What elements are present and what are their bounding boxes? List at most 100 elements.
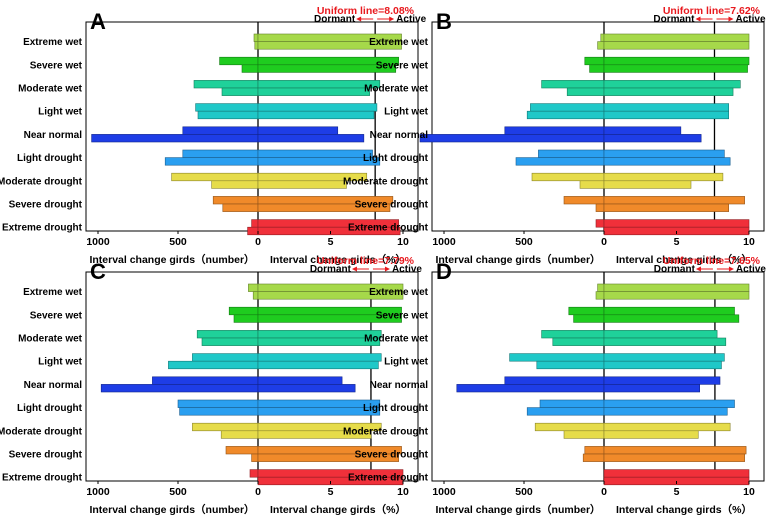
bar-active-pct xyxy=(603,430,699,439)
bar-dormant-count xyxy=(538,149,605,158)
bar-dormant-count xyxy=(219,56,259,66)
bar-active-count xyxy=(211,180,259,189)
bar-dormant-pct xyxy=(257,399,381,408)
bar-dormant-pct xyxy=(603,56,750,66)
tick-label-pct: 0 xyxy=(255,486,261,498)
panel-letter: C xyxy=(90,259,106,284)
active-arrowhead xyxy=(384,266,390,272)
bar-active-count xyxy=(582,453,605,462)
bar-active-count xyxy=(168,360,259,370)
tick-label-count: 1000 xyxy=(432,486,456,498)
bar-active-count xyxy=(197,110,259,120)
category-label: Severe drought xyxy=(355,450,429,461)
x-axis-title-count: Interval change girds（number） xyxy=(435,503,600,516)
bar-dormant-count xyxy=(152,376,259,385)
bar-dormant-count xyxy=(193,80,259,89)
bar-dormant-pct xyxy=(603,469,750,478)
x-axis-title-pct: Interval change girds（%） xyxy=(270,503,406,516)
bar-active-count xyxy=(233,314,259,323)
bar-dormant-count xyxy=(212,196,259,205)
tick-label-pct: 0 xyxy=(601,486,607,498)
bar-dormant-pct xyxy=(603,446,747,455)
category-label: Extreme drought xyxy=(2,223,83,234)
bar-active-pct xyxy=(257,180,347,189)
bar-active-count xyxy=(589,64,605,73)
bar-active-count xyxy=(91,134,259,143)
tick-label-count: 500 xyxy=(515,236,533,248)
bar-active-count xyxy=(597,41,605,50)
bar-active-count xyxy=(179,407,259,416)
bar-active-pct xyxy=(257,384,356,393)
bar-active-pct xyxy=(603,87,734,96)
bar-active-pct xyxy=(257,64,397,73)
bar-dormant-count xyxy=(251,219,259,228)
bar-dormant-count xyxy=(534,422,605,432)
bar-active-count xyxy=(573,314,605,323)
x-axis-title-count: Interval change girds（number） xyxy=(89,503,254,516)
bar-active-pct xyxy=(603,64,748,73)
bar-active-count xyxy=(595,291,605,300)
tick-label-pct: 10 xyxy=(743,236,755,248)
bar-dormant-pct xyxy=(603,283,750,292)
bar-dormant-count xyxy=(248,283,259,292)
dormant-arrowhead xyxy=(695,266,701,272)
tick-label-pct: 10 xyxy=(397,486,409,498)
bar-active-pct xyxy=(257,453,399,462)
tick-label-count: 500 xyxy=(169,486,187,498)
bar-active-count xyxy=(595,203,605,212)
panel-A: A Uniform line=8.08%Dormant Active Extreme … xyxy=(0,5,427,266)
bar-dormant-count xyxy=(177,399,259,408)
panel-C: C Uniform line=7.79%Dormant Active Extreme … xyxy=(0,255,422,516)
bar-dormant-pct xyxy=(257,353,382,362)
tick-label-count: 500 xyxy=(515,486,533,498)
bar-dormant-count xyxy=(253,33,259,42)
dormant-label: Dormant xyxy=(653,14,695,25)
category-label: Severe wet xyxy=(376,60,429,71)
tick-label-pct: 0 xyxy=(255,236,261,248)
bar-dormant-count xyxy=(228,306,259,316)
bar-active-pct xyxy=(257,337,381,346)
bar-dormant-count xyxy=(249,469,259,478)
bar-dormant-pct xyxy=(603,219,750,228)
category-label: Moderate wet xyxy=(364,334,429,345)
tick-label-count: 1000 xyxy=(432,236,456,248)
bar-dormant-pct xyxy=(603,149,725,158)
bar-active-pct xyxy=(603,203,729,212)
bar-active-pct xyxy=(257,314,402,323)
bar-dormant-pct xyxy=(603,422,731,432)
bar-dormant-pct xyxy=(603,172,724,182)
bar-active-pct xyxy=(603,41,750,50)
panel-letter: A xyxy=(90,9,106,34)
bar-dormant-pct xyxy=(603,196,745,205)
bar-dormant-pct xyxy=(603,353,725,362)
bar-dormant-pct xyxy=(603,376,721,385)
panel-frame xyxy=(431,271,765,482)
bar-active-pct xyxy=(257,291,404,300)
bar-active-pct xyxy=(603,157,731,166)
panel-letter: D xyxy=(436,259,452,284)
dormant-arrowhead xyxy=(351,266,357,272)
bar-active-pct xyxy=(603,291,750,300)
bar-active-pct xyxy=(603,384,700,393)
bar-dormant-count xyxy=(531,172,605,182)
category-label: Light drought xyxy=(363,403,429,414)
category-label: Near normal xyxy=(24,380,83,391)
bar-active-count xyxy=(251,453,259,462)
bar-active-count xyxy=(247,226,259,236)
bar-dormant-pct xyxy=(257,149,373,158)
category-label: Severe drought xyxy=(355,200,429,211)
bar-active-count xyxy=(241,64,259,73)
category-label: Severe wet xyxy=(30,60,83,71)
active-arrowhead xyxy=(728,16,734,22)
bar-active-pct xyxy=(257,407,381,416)
uniform-line-label: Uniform line=8.08% xyxy=(317,5,415,17)
category-label: Light wet xyxy=(38,107,83,118)
category-label: Extreme wet xyxy=(23,37,83,48)
bar-dormant-pct xyxy=(257,330,382,339)
bar-active-count xyxy=(456,384,605,393)
category-label: Extreme wet xyxy=(23,287,83,298)
category-label: Extreme drought xyxy=(2,473,83,484)
bar-dormant-count xyxy=(509,353,605,362)
panel-frame xyxy=(431,21,765,232)
bar-dormant-count xyxy=(504,376,605,385)
